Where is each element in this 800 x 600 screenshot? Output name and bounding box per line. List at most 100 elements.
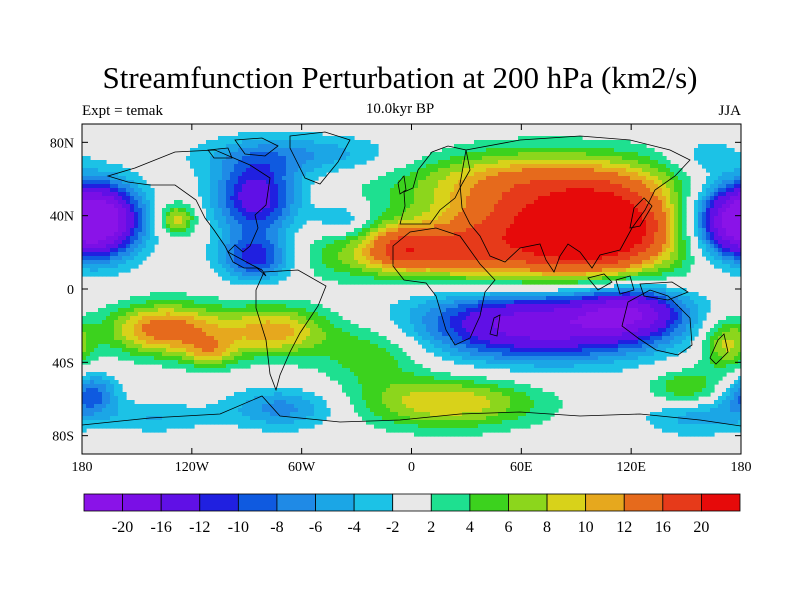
field-cell xyxy=(210,200,215,205)
field-cell xyxy=(474,152,479,157)
field-cell xyxy=(202,160,207,165)
field-cell xyxy=(106,168,111,173)
field-cell xyxy=(254,208,259,213)
field-cell xyxy=(270,232,275,237)
field-cell xyxy=(598,200,603,205)
field-cell xyxy=(386,252,391,257)
field-cell xyxy=(454,228,459,233)
field-cell xyxy=(306,212,311,217)
field-cell xyxy=(474,168,479,173)
field-cell xyxy=(354,256,359,261)
field-cell xyxy=(370,148,375,153)
field-cell xyxy=(334,208,339,213)
field-cell xyxy=(654,268,659,273)
field-cell xyxy=(402,272,407,277)
field-cell xyxy=(506,272,511,277)
field-cell xyxy=(166,212,171,217)
field-cell xyxy=(278,220,283,225)
field-cell xyxy=(234,220,239,225)
field-cell xyxy=(226,240,231,245)
field-cell xyxy=(190,208,195,213)
field-cell xyxy=(698,208,703,213)
field-cell xyxy=(222,180,227,185)
field-cell xyxy=(602,236,607,241)
field-cell xyxy=(702,208,707,213)
field-cell xyxy=(602,140,607,145)
field-cell xyxy=(702,152,707,157)
field-cell xyxy=(418,260,423,265)
field-cell xyxy=(506,264,511,269)
field-cell xyxy=(490,220,495,225)
field-cell xyxy=(494,244,499,249)
field-cell xyxy=(486,272,491,277)
field-cell xyxy=(434,236,439,241)
field-cell xyxy=(338,164,343,169)
field-cell xyxy=(466,260,471,265)
field-cell xyxy=(362,152,367,157)
field-cell xyxy=(278,176,283,181)
field-cell xyxy=(262,244,267,249)
field-cell xyxy=(562,268,567,273)
field-cell xyxy=(594,264,599,269)
field-cell xyxy=(538,204,543,209)
field-cell xyxy=(718,188,723,193)
field-cell xyxy=(582,260,587,265)
field-cell xyxy=(706,176,711,181)
field-cell xyxy=(426,240,431,245)
field-cell xyxy=(242,132,247,137)
field-cell xyxy=(682,172,687,177)
field-cell xyxy=(542,184,547,189)
field-cell xyxy=(622,184,627,189)
field-cell xyxy=(706,188,711,193)
field-cell xyxy=(530,280,535,285)
field-cell xyxy=(214,168,219,173)
field-cell xyxy=(442,176,447,181)
field-cell xyxy=(434,256,439,261)
field-cell xyxy=(218,232,223,237)
field-cell xyxy=(386,212,391,217)
field-cell xyxy=(150,200,155,205)
field-cell xyxy=(534,268,539,273)
field-cell xyxy=(370,144,375,149)
field-cell xyxy=(702,244,707,249)
field-cell xyxy=(542,240,547,245)
field-cell xyxy=(442,264,447,269)
field-cell xyxy=(650,236,655,241)
field-cell xyxy=(354,152,359,157)
field-cell xyxy=(270,244,275,249)
field-cell xyxy=(722,160,727,165)
field-cell xyxy=(554,292,559,297)
field-cell xyxy=(286,248,291,253)
field-cell xyxy=(498,280,503,285)
field-cell xyxy=(682,256,687,261)
field-cell xyxy=(498,208,503,213)
field-cell xyxy=(110,252,115,257)
field-cell xyxy=(442,256,447,261)
field-cell xyxy=(302,196,307,201)
field-cell xyxy=(306,164,311,169)
field-cell xyxy=(266,148,271,153)
field-cell xyxy=(598,176,603,181)
field-cell xyxy=(90,188,95,193)
field-cell xyxy=(654,208,659,213)
field-cell xyxy=(250,232,255,237)
field-cell xyxy=(118,188,123,193)
field-cell xyxy=(310,136,315,141)
field-cell xyxy=(230,164,235,169)
field-cell xyxy=(322,244,327,249)
field-cell xyxy=(514,200,519,205)
field-cell xyxy=(590,228,595,233)
field-cell xyxy=(466,152,471,157)
field-cell xyxy=(526,152,531,157)
field-cell xyxy=(146,296,151,301)
field-cell xyxy=(546,200,551,205)
field-cell xyxy=(658,268,663,273)
field-cell xyxy=(614,156,619,161)
field-cell xyxy=(734,156,739,161)
field-cell xyxy=(242,192,247,197)
field-cell xyxy=(530,248,535,253)
field-cell xyxy=(518,204,523,209)
field-cell xyxy=(650,156,655,161)
field-cell xyxy=(610,148,615,153)
field-cell xyxy=(498,144,503,149)
